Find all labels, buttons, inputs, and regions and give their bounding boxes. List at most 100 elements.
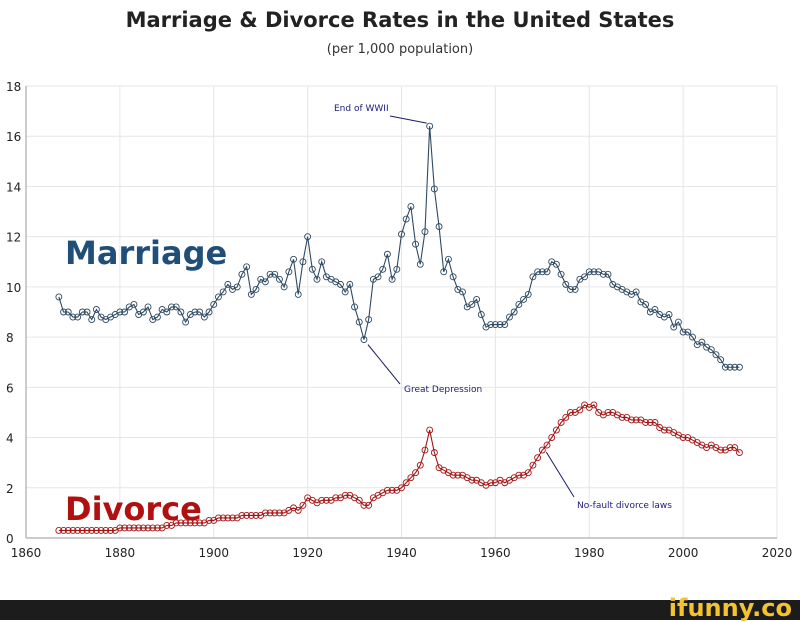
data-point-marriage <box>214 293 222 301</box>
data-point-marriage <box>670 323 678 331</box>
data-point-divorce <box>651 419 659 426</box>
data-point-divorce <box>717 446 725 454</box>
series-label-divorce: Divorce <box>65 490 202 528</box>
data-point-divorce <box>64 527 72 534</box>
data-point-divorce <box>628 416 635 424</box>
data-point-marriage <box>130 301 138 308</box>
data-point-divorce <box>679 434 687 442</box>
data-point-marriage <box>581 273 589 281</box>
data-point-marriage <box>374 273 382 281</box>
data-point-marriage <box>567 285 574 293</box>
data-point-divorce <box>642 419 650 426</box>
data-point-marriage <box>421 228 429 236</box>
data-point-marriage <box>689 333 696 341</box>
data-point-divorce <box>632 416 640 424</box>
data-point-marriage <box>604 270 612 278</box>
data-point-marriage <box>266 270 274 278</box>
data-point-divorce <box>116 524 124 532</box>
data-point-marriage <box>599 270 607 278</box>
x-tick-label: 1860 <box>11 546 42 560</box>
data-point-divorce <box>182 519 190 527</box>
data-point-marriage <box>698 338 706 346</box>
data-point-divorce <box>383 486 391 494</box>
data-point-divorce <box>294 506 302 514</box>
data-point-divorce <box>177 519 185 527</box>
data-point-marriage <box>562 280 570 288</box>
data-point-marriage <box>92 306 100 313</box>
data-point-marriage <box>412 240 420 248</box>
data-point-marriage <box>177 308 185 316</box>
data-point-marriage <box>276 275 283 283</box>
data-point-divorce <box>271 509 279 517</box>
data-point-divorce <box>468 476 476 484</box>
data-point-divorce <box>247 511 255 519</box>
data-point-marriage <box>398 230 405 238</box>
data-point-divorce <box>135 524 143 532</box>
data-point-divorce <box>407 474 415 482</box>
data-point-marriage <box>78 308 86 316</box>
series-label-marriage: Marriage <box>65 234 227 272</box>
data-point-divorce <box>92 527 100 534</box>
data-point-divorce <box>731 444 739 452</box>
data-point-divorce <box>548 434 556 442</box>
y-tick-label: 18 <box>6 80 21 94</box>
data-point-divorce <box>107 527 114 534</box>
data-point-marriage <box>496 321 504 329</box>
data-point-divorce <box>78 527 86 534</box>
data-point-divorce <box>421 446 429 454</box>
data-point-marriage <box>717 356 725 364</box>
data-point-divorce <box>97 527 105 534</box>
data-point-marriage <box>459 288 466 296</box>
data-point-marriage <box>501 321 509 329</box>
data-point-divorce <box>74 527 82 534</box>
data-point-marriage <box>477 311 485 318</box>
data-point-marriage <box>318 258 326 266</box>
data-point-divorce <box>186 519 194 527</box>
data-point-marriage <box>510 308 518 316</box>
y-tick-label: 2 <box>6 482 14 496</box>
data-point-divorce <box>238 511 246 519</box>
data-point-divorce <box>139 524 147 532</box>
data-point-divorce <box>214 514 222 522</box>
data-point-divorce <box>646 419 654 426</box>
data-point-divorce <box>726 444 734 452</box>
data-point-marriage <box>674 318 682 326</box>
data-point-marriage <box>337 280 344 288</box>
data-point-marriage <box>139 308 147 316</box>
data-point-marriage <box>365 316 373 323</box>
data-point-marriage <box>182 318 190 326</box>
data-point-divorce <box>69 527 77 534</box>
data-point-marriage <box>529 273 537 281</box>
data-point-marriage <box>60 308 67 316</box>
data-point-marriage <box>74 313 82 321</box>
data-point-divorce <box>55 527 63 534</box>
data-point-divorce <box>299 501 307 509</box>
data-point-marriage <box>172 303 180 311</box>
data-point-divorce <box>567 408 574 416</box>
annotation-label: Great Depression <box>404 385 482 395</box>
data-point-marriage <box>88 316 96 323</box>
data-point-marriage <box>153 313 161 321</box>
data-point-marriage <box>393 265 401 273</box>
y-tick-label: 12 <box>6 231 21 245</box>
data-point-marriage <box>416 260 424 268</box>
data-point-marriage <box>210 301 218 308</box>
data-point-marriage <box>304 233 312 241</box>
chart-plot: 1860 1880 1900 1920 1940 1960 1980 2000 2020 0 2 4 6… <box>6 80 792 560</box>
data-point-marriage <box>280 283 288 291</box>
annotation-label: End of WWII <box>334 104 389 114</box>
data-point-marriage <box>538 268 546 276</box>
data-point-marriage <box>665 311 673 318</box>
data-point-marriage <box>233 283 241 291</box>
data-point-marriage <box>196 308 204 316</box>
data-point-marriage <box>379 265 387 273</box>
data-point-divorce <box>153 524 161 532</box>
data-point-divorce <box>205 516 213 524</box>
data-point-divorce <box>261 509 269 517</box>
watermark-logo: ifunny.co <box>668 594 792 622</box>
y-tick-label: 4 <box>6 432 14 446</box>
data-point-divorce <box>102 527 110 534</box>
data-point-marriage <box>524 290 532 298</box>
data-point-divorce <box>365 501 373 509</box>
chart-subtitle: (per 1,000 population) <box>326 42 474 57</box>
